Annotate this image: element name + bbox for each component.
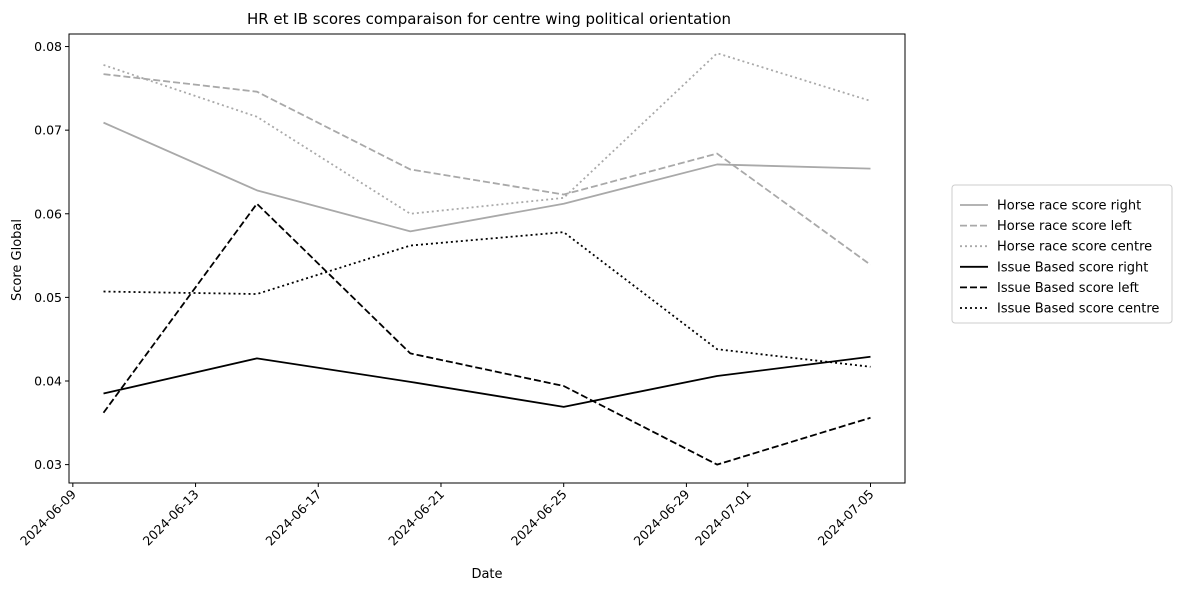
x-tick-label: 2024-06-21 xyxy=(385,487,447,549)
legend-label-3: Horse race score centre xyxy=(997,240,1152,255)
x-tick-label: 2024-07-05 xyxy=(815,487,877,549)
y-tick-label: 0.03 xyxy=(34,457,62,472)
series-line-6 xyxy=(103,231,871,368)
x-tick-label: 2024-06-17 xyxy=(262,487,324,549)
chart-title: HR et IB scores comparaison for centre w… xyxy=(247,10,731,28)
series-line-1 xyxy=(103,121,871,233)
y-tick-label: 0.06 xyxy=(34,206,62,221)
plot-area: 0.03 0.04 0.05 0.06 0.07 0.08 2024-06-09 2024-0… xyxy=(17,33,906,549)
x-tick-label: 2024-06-29 xyxy=(631,486,693,548)
y-tick-label: 0.08 xyxy=(34,39,62,54)
x-tick-label: 2024-06-25 xyxy=(508,487,570,549)
x-axis-label: Date xyxy=(471,567,502,582)
legend-label-4: Issue Based score right xyxy=(997,260,1148,275)
plot-frame xyxy=(68,33,906,484)
y-tick-label: 0.04 xyxy=(34,373,62,388)
legend-label-1: Horse race score right xyxy=(997,199,1141,214)
y-tick-label: 0.07 xyxy=(34,123,62,138)
x-tick-label: 2024-07-01 xyxy=(692,487,754,549)
y-tick-label: 0.05 xyxy=(34,290,62,305)
x-tick-label: 2024-06-09 xyxy=(17,486,79,548)
x-tick-label: 2024-06-13 xyxy=(140,487,202,549)
legend-label-5: Issue Based score left xyxy=(997,281,1139,296)
series-line-3 xyxy=(103,52,871,215)
y-axis-label: Score Global xyxy=(10,219,25,301)
legend-box xyxy=(951,184,1173,324)
series-line-5 xyxy=(102,202,871,466)
legend: Horse race score right Horse race score l… xyxy=(951,184,1173,324)
series-line-4 xyxy=(103,355,871,408)
series-line-2 xyxy=(103,73,872,266)
legend-label-6: Issue Based score centre xyxy=(997,302,1159,317)
legend-label-2: Horse race score left xyxy=(997,219,1132,234)
